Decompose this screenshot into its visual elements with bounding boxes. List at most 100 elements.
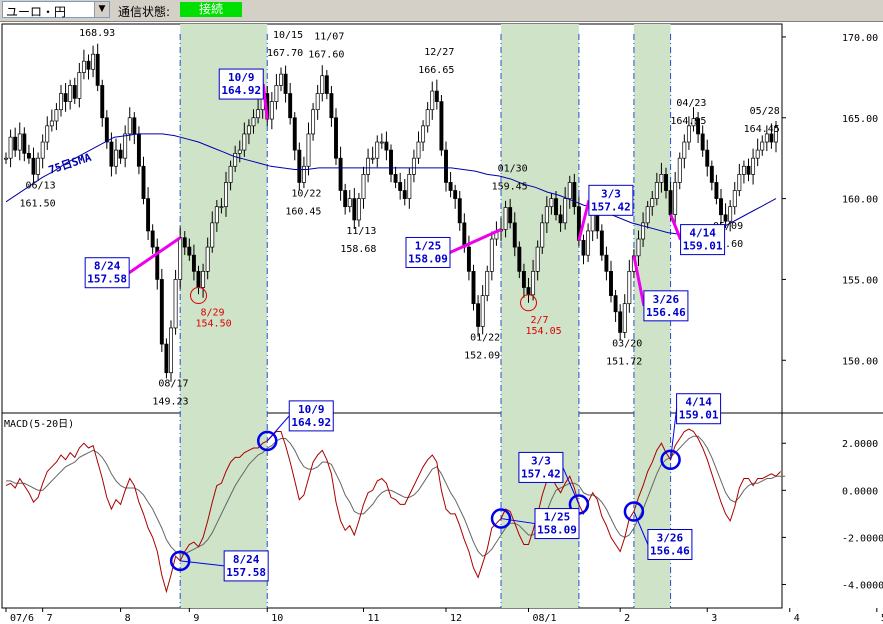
candle-body [123,133,128,159]
candle-body [746,165,751,175]
x-axis-tick-label: 5 [881,613,883,624]
candle-body [347,198,352,208]
price-annotation-date: 05/28 [750,106,780,117]
macd-callout-box [676,393,722,425]
price-y-tick-label: 150.00 [842,356,878,367]
candle-body [132,117,137,135]
callout-value: 158.09 [408,252,448,265]
candle-body [315,93,320,111]
macd-callout-box [288,400,334,432]
candle-body [563,198,568,224]
callout-value: 159.01 [683,240,723,253]
candle-body [77,72,82,99]
candle-body [700,133,705,151]
candle-body [572,182,577,208]
candle-body [755,149,760,159]
candle-body [613,295,618,313]
candle-body [462,222,467,248]
candle-body [434,90,439,102]
candle-body [691,118,696,127]
candle-body [650,198,655,208]
candle-body [448,182,453,191]
macd-y-tick-label: -4.0000 [842,580,883,591]
candle-body [379,141,384,144]
macd-callout-date: 10/9 [298,403,325,416]
candle-body [26,152,31,159]
candle-body [118,149,123,159]
price-y-tick-label: 160.00 [842,195,878,206]
price-annotation-value: 167.70 [267,48,303,59]
price-annotation-date: 11/13 [346,226,376,237]
candle-body [31,157,36,175]
price-annotation-value: 149.23 [152,397,188,408]
candle-body [45,125,50,143]
callout-box [643,290,689,322]
candle-body [407,174,412,199]
price-annotation-value: 166.65 [418,65,454,76]
chevron-down-icon[interactable]: ▼ [94,2,109,17]
macd-callout-value: 157.58 [226,566,266,579]
candle-body [68,85,73,102]
candle-body [723,214,728,222]
low-marker-date: 2/7 [531,315,549,326]
candle-body [169,327,173,374]
candle-body [352,198,357,221]
x-axis-tick-label: 3 [711,613,717,624]
price-annotation-date: 01/22 [470,332,500,343]
candle-body [595,214,600,232]
candle-body [210,222,215,248]
callout-value: 157.58 [87,273,127,286]
price-annotation-date: 03/20 [612,338,642,349]
candle-body [641,222,646,240]
candle-body [196,271,201,288]
candle-body [705,149,710,167]
macd-callout-leader [180,560,225,567]
candle-body [191,254,196,272]
price-annotation-date: 10/22 [291,188,321,199]
candle-body [517,246,522,272]
macd-callout-leader [562,467,580,505]
candle-body [599,230,604,256]
macd-callout-value: 158.09 [537,524,577,537]
candle-body [329,93,334,119]
macd-callout-value: 164.92 [291,416,331,429]
candle-body [334,117,338,159]
candle-body [370,157,375,160]
candle-body [136,133,141,167]
x-axis-tick-label: 2 [624,613,630,624]
x-axis-tick-label: 07/6 [10,613,34,624]
candle-body [164,343,169,374]
candle-body [668,190,673,215]
candle-body [104,117,109,143]
price-annotation-value: 161.50 [20,198,56,209]
macd-callout-date: 3/26 [657,532,684,545]
candle-body [622,303,627,333]
macd-title: MACD(5-20日) [4,419,74,430]
candle-body [581,239,586,256]
candle-body [338,157,343,191]
candle-body [567,182,572,199]
candle-body [430,90,435,111]
macd-y-tick-label: 2.0000 [842,439,878,450]
candle-body [356,198,361,221]
candle-body [439,101,444,151]
price-annotation-date: 12/27 [424,47,454,58]
candle-body [485,271,490,296]
candle-body [159,279,164,345]
currency-pair-select[interactable]: ユーロ・円 ▼ [2,1,110,19]
callout-box [218,68,264,100]
currency-pair-label: ユーロ・円 [6,5,67,19]
price-annotation-date: 11/07 [314,32,344,43]
macd-signal-circle [169,550,191,572]
candle-body [645,206,650,224]
candle-body [673,182,678,215]
candle-body [297,149,302,183]
candle-body [54,109,59,122]
price-annotation-date: 05/09 [713,221,743,232]
candle-body [214,206,219,224]
candle-body [49,120,54,127]
price-annotation-value: 160.45 [285,206,321,217]
candle-body [72,85,77,99]
macd-signal-circle [257,430,278,452]
macd-signal-circle [490,508,512,529]
